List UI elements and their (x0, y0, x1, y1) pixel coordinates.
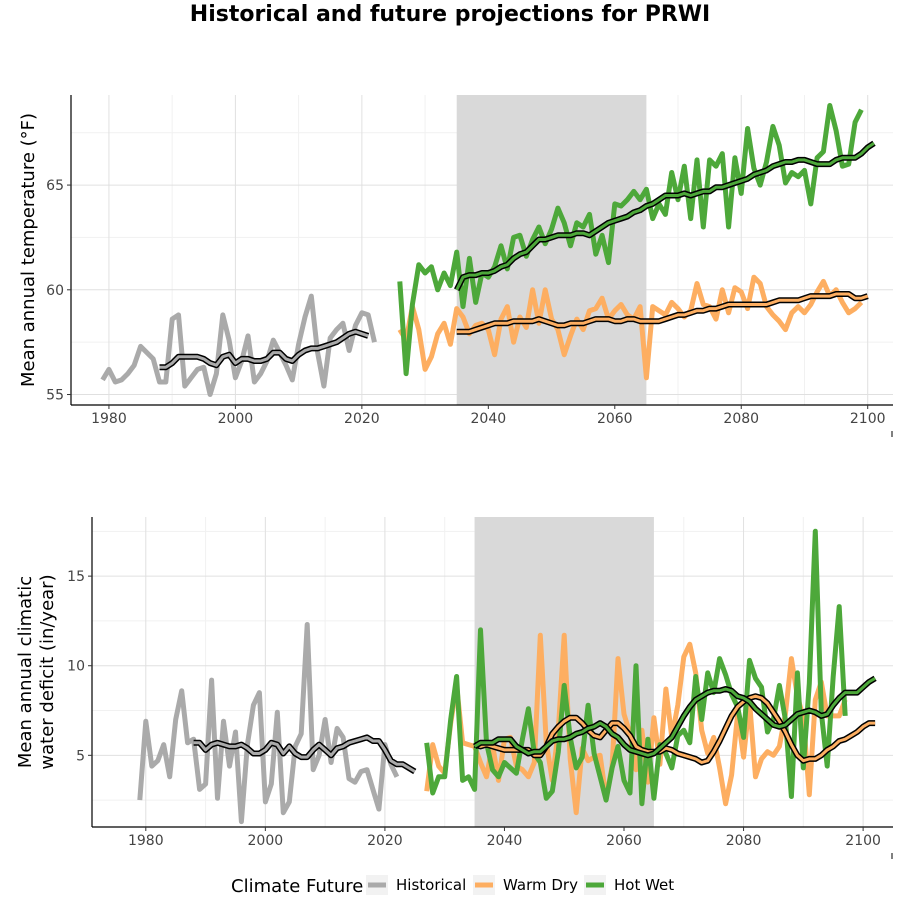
series-line-hot-wet-smoothed (455, 141, 875, 291)
chart-title: Historical and future projections for PR… (189, 2, 711, 27)
series-line-hot-wet-smoothed (473, 677, 876, 757)
x-tick-label: 2100 (850, 411, 886, 427)
y-tick-label: 65 (46, 178, 64, 194)
x-tick-label: 2080 (726, 833, 762, 849)
x-tick-label: 2060 (606, 833, 642, 849)
shaded-period (456, 95, 647, 405)
x-tick-label: 2100 (845, 833, 881, 849)
x-tick-label: 2040 (471, 411, 507, 427)
y-axis-title: Mean annual temperature (°F) (18, 113, 39, 387)
x-tick-label: 2040 (487, 833, 523, 849)
x-tick-label: 2060 (597, 411, 633, 427)
series-line-warm-dry-smoothed (456, 292, 869, 334)
legend-label: Hot Wet (614, 876, 674, 894)
series-line-hot-wet (424, 528, 848, 807)
legend-item-warm-dry: Warm Dry (473, 875, 578, 895)
x-tick-label: 2020 (344, 411, 380, 427)
x-tick-label: 2000 (248, 833, 284, 849)
y-tick-label: 15 (67, 569, 85, 585)
legend: Climate Future Historical Warm Dry Hot Wet (231, 875, 674, 897)
legend-label: Historical (396, 876, 466, 894)
series-line-hot-wet (397, 103, 864, 377)
legend-title: Climate Future (231, 876, 363, 897)
series-line-warm-dry (424, 632, 848, 816)
panel-1: 1980 2000 2020 2040 2060 2080 2100 55 60 65 Mean a… (18, 95, 893, 437)
legend-item-hot-wet: Hot Wet (584, 875, 674, 895)
panel-2: 1980 2000 2020 2040 2060 2080 2100 5 10 15 Mean an… (15, 517, 893, 859)
x-tick-label: 1980 (91, 411, 127, 427)
y-tick-label: 10 (67, 659, 85, 675)
legend-item-historical: Historical (366, 875, 466, 895)
y-axis-title: Mean annual climaticwater deficit (in/ye… (15, 574, 58, 769)
x-tick-label: 2080 (723, 411, 759, 427)
x-tick-label: 1980 (128, 833, 164, 849)
series-line-historical (137, 622, 400, 825)
series-outline-historical-smoothed (159, 328, 370, 371)
y-tick-label: 5 (76, 748, 85, 764)
legend-label: Warm Dry (503, 876, 578, 894)
series-line-historical-smoothed (193, 735, 416, 773)
x-tick-label: 2000 (218, 411, 254, 427)
series-line-historical-smoothed (159, 330, 369, 369)
y-tick-label: 55 (46, 388, 64, 404)
x-tick-label: 2020 (367, 833, 403, 849)
y-tick-label: 60 (46, 283, 64, 299)
